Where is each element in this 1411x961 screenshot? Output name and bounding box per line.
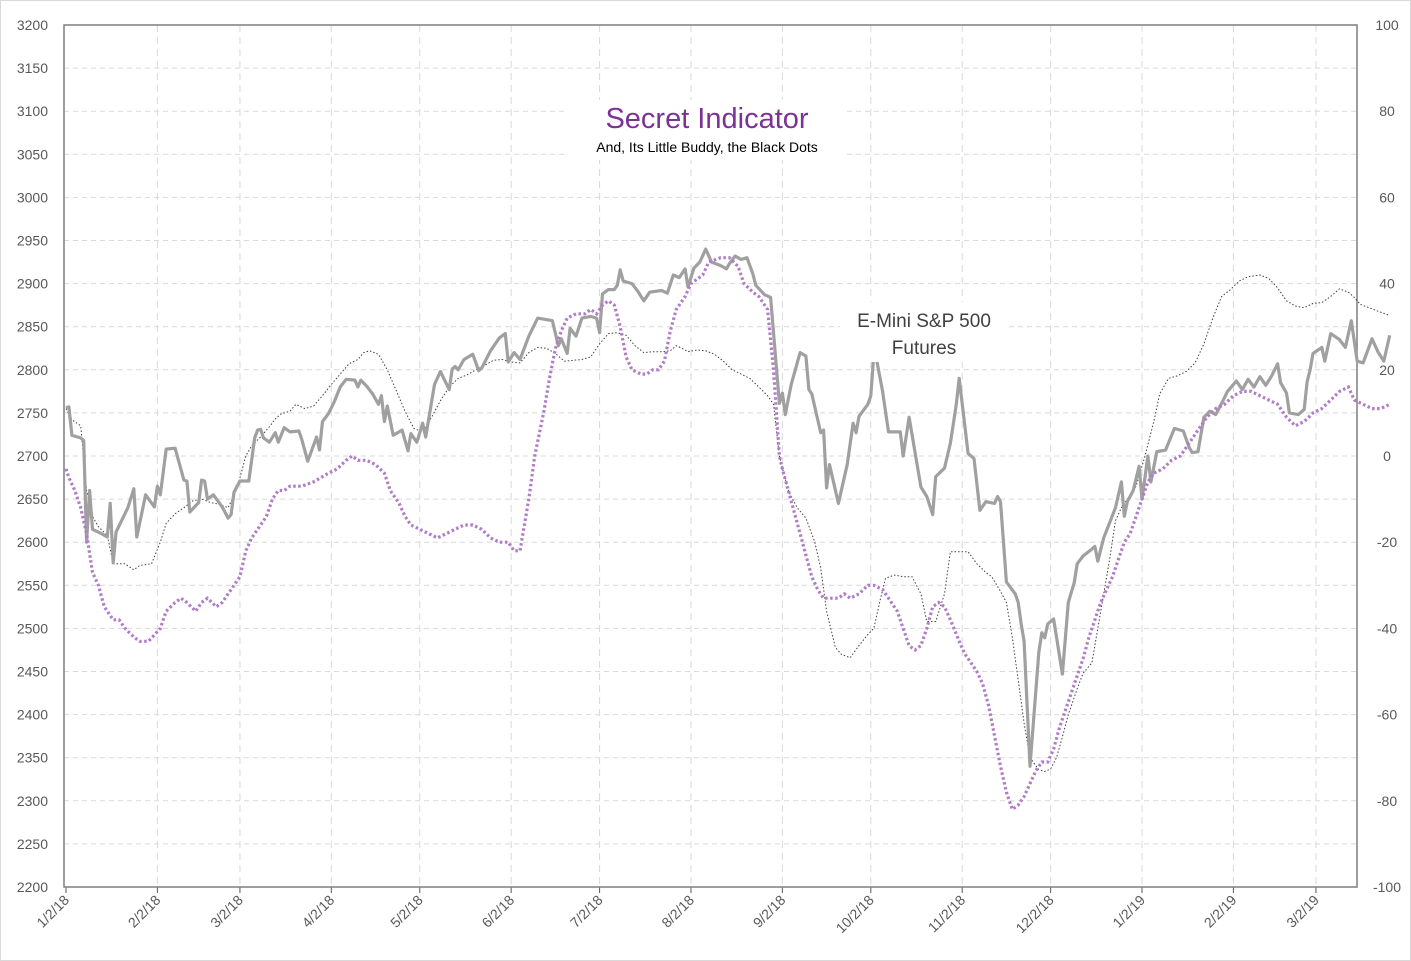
x-tick-label: 3/2/19	[1283, 892, 1322, 931]
y-left-tick-label: 2600	[17, 534, 48, 550]
x-tick-label: 2/2/19	[1201, 892, 1240, 931]
y-right-tick-label: 0	[1383, 448, 1391, 464]
y-left-tick-label: 2350	[17, 750, 48, 766]
y-left-tick-label: 2500	[17, 620, 48, 636]
y-right-tick-label: -40	[1377, 620, 1397, 636]
series-lines	[64, 247, 1392, 812]
x-tick-label: 5/2/18	[387, 892, 426, 931]
plot-area-border	[63, 24, 1358, 888]
x-tick-label: 7/2/18	[567, 892, 606, 931]
y-right-tick-label: 20	[1379, 362, 1395, 378]
title-backdrop	[568, 100, 843, 160]
y-right-tick-label: -60	[1377, 707, 1397, 723]
y-left-tick-label: 2950	[17, 233, 48, 249]
x-tick-label: 1/2/18	[33, 892, 72, 931]
y-left-tick-label: 3050	[17, 146, 48, 162]
y-left-tick-label: 2200	[17, 879, 48, 895]
y-left-tick-label: 2250	[17, 836, 48, 852]
y-right-tick-label: -20	[1377, 534, 1397, 550]
x-tick-label: 2/2/18	[125, 892, 164, 931]
y-left-tick-label: 2650	[17, 491, 48, 507]
y-right-tick-label: 60	[1379, 189, 1395, 205]
y-left-tick-label: 3150	[17, 60, 48, 76]
y-left-tick-label: 3200	[17, 17, 48, 33]
x-tick-label: 9/2/18	[750, 892, 789, 931]
y-right-tick-label: -80	[1377, 793, 1397, 809]
y-left-tick-label: 2850	[17, 319, 48, 335]
series-line-solid-gray	[65, 247, 1392, 768]
annotation-line-1: E-Mini S&P 500	[857, 311, 991, 332]
y-left-tick-label: 2450	[17, 664, 48, 680]
y-right-tick-label: -100	[1373, 879, 1401, 895]
y-left-tick-label: 2900	[17, 276, 48, 292]
axes	[63, 24, 1358, 893]
y-right-tick-label: 80	[1379, 103, 1395, 119]
annotation-backdrop	[840, 302, 1008, 362]
series-line-dotted-black	[65, 274, 1390, 773]
y-left-tick-label: 2300	[17, 793, 48, 809]
x-tick-label: 4/2/18	[299, 892, 338, 931]
y-right-tick-label: 40	[1379, 276, 1395, 292]
y-left-tick-label: 2750	[17, 405, 48, 421]
x-tick-label: 12/2/18	[1012, 892, 1056, 936]
y-left-tick-label: 3000	[17, 189, 48, 205]
chart-subtitle: And, Its Little Buddy, the Black Dots	[596, 139, 818, 155]
y-left-tick-label: 2550	[17, 577, 48, 593]
x-tick-label: 3/2/18	[207, 892, 246, 931]
y-left-tick-label: 2800	[17, 362, 48, 378]
y-left-tick-label: 2700	[17, 448, 48, 464]
annotation-line-2: Futures	[892, 338, 956, 359]
x-tick-label: 6/2/18	[478, 892, 517, 931]
y-left-tick-label: 3100	[17, 103, 48, 119]
x-tick-label: 11/2/18	[925, 892, 969, 936]
y-right-tick-label: 100	[1375, 17, 1399, 33]
x-tick-label: 8/2/18	[658, 892, 697, 931]
x-tick-label: 10/2/18	[833, 892, 877, 936]
chart-title: Secret Indicator	[605, 103, 808, 135]
y-left-tick-label: 2400	[17, 707, 48, 723]
x-tick-label: 1/2/19	[1109, 892, 1148, 931]
series-line-dotted-purple	[64, 256, 1391, 812]
